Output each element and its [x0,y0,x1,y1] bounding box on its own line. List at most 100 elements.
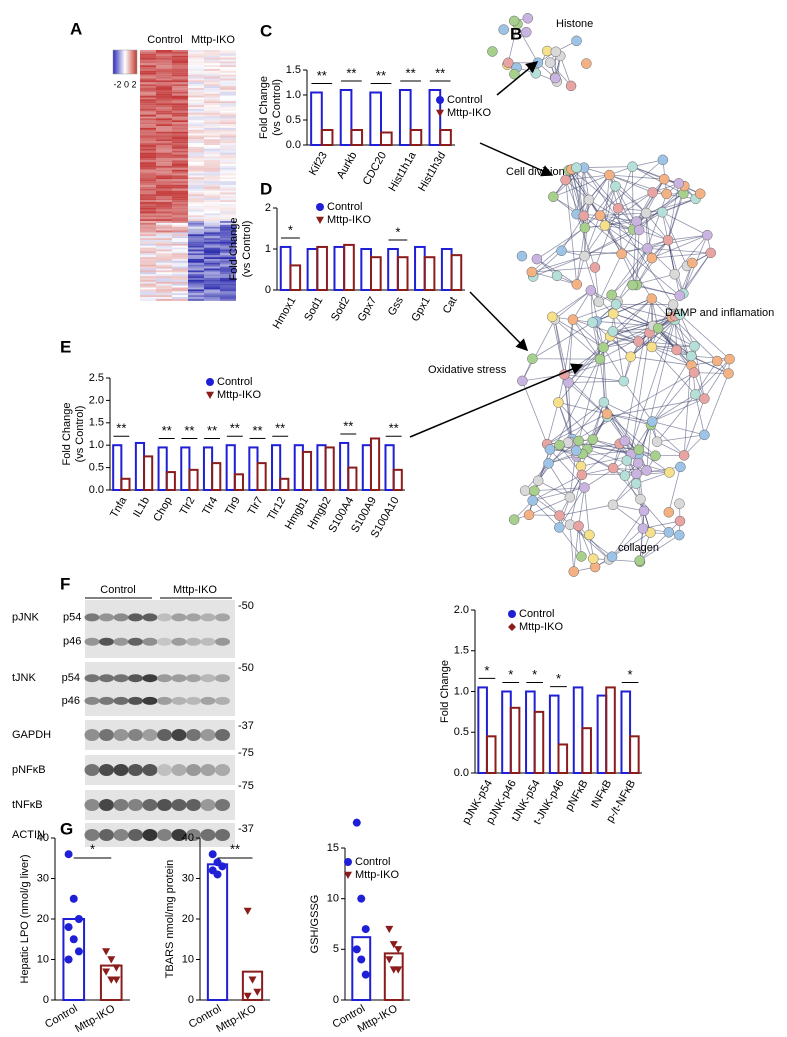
heatmap-cell [204,262,220,265]
heatmap-cell [156,257,172,260]
heatmap-cell [188,167,204,170]
legend-entry: Control [355,856,390,868]
marker [74,915,83,923]
blot-band [113,829,129,841]
heatmap-cell [156,285,172,288]
heatmap-cell [156,122,172,125]
network-edge [611,239,669,296]
heatmap-cell [156,88,172,90]
y-tick-label: 0.5 [286,114,301,126]
network-node [570,445,582,456]
heatmap-cell [188,53,204,56]
heatmap-cell [140,135,156,138]
heatmap-cell [172,297,188,299]
heatmap-cell [220,245,236,248]
blot-band [142,696,158,705]
heatmap-cell [140,251,156,254]
significance: * [484,663,489,678]
heatmap-cell [172,57,188,60]
heatmap-cell [220,51,236,54]
heatmap-cell [140,268,156,271]
heatmap-cell [220,243,236,246]
network-edge [609,174,653,193]
heatmap-cell [156,224,172,227]
heatmap-cell [172,245,188,248]
heatmap-cell [204,78,220,81]
network-node [551,270,563,282]
bar [134,441,146,491]
heatmap-cell [220,209,236,212]
heatmap-cell [220,131,236,134]
network-edge [573,525,579,572]
y-tick-label: 0 [188,994,194,1006]
network-edge [650,355,692,426]
heatmap-cell [188,211,204,214]
bar [525,690,536,774]
heatmap-cell [204,222,220,225]
marker [385,956,394,964]
heatmap-cell [140,50,156,52]
network-node [576,469,588,481]
heatmap-cell [140,274,156,277]
heatmap-cell [172,272,188,275]
heatmap-cell [204,257,220,260]
heatmap-cell [140,243,156,246]
network-edge [683,398,705,456]
significance: ** [389,421,399,436]
bar [188,468,199,491]
marker [74,947,83,956]
heatmap-cell [220,228,236,231]
heatmap-cell [172,222,188,225]
heatmap-cell [204,297,220,299]
network-node [546,311,558,323]
heatmap-cell [156,141,172,144]
heatmap-cell [188,80,204,83]
bar [414,245,426,291]
heatmap-cell [188,55,204,58]
network-edge [578,487,585,527]
network-node [519,485,531,496]
heatmap-cell [140,253,156,256]
heatmap-cell [156,177,172,180]
network-node [589,262,601,273]
blot-band [186,799,201,811]
blot-band [200,613,216,622]
blot-band [99,674,114,683]
heatmap-cell [204,141,220,144]
legend-entry: Control [519,608,554,620]
blot-band [128,613,143,622]
bar [206,863,229,1002]
heatmap-cell [156,82,172,85]
network-node [663,527,675,538]
heatmap-cell [156,253,172,256]
heatmap-cell [220,50,236,52]
heatmap-cell [156,139,172,142]
network-node [554,439,565,451]
heatmap-cell [172,162,188,165]
network-node [601,408,613,420]
network-node [585,285,597,296]
heatmap-cell [220,105,236,108]
heatmap-cell [140,285,156,288]
heatmap-cell [188,181,204,184]
heatmap-cell [156,251,172,254]
heatmap-cell [140,160,156,163]
heatmap-cell [188,247,204,250]
x-tick-label: Tlr7 [246,495,266,517]
heatmap-cell [172,230,188,233]
network-node [599,220,611,231]
heatmap-cell [156,84,172,87]
heatmap-cell [220,116,236,119]
heatmap-cell [156,287,172,290]
heatmap-cell [140,164,156,166]
heatmap-cell [140,213,156,216]
bar [310,91,323,146]
marker [361,970,370,979]
network-node [578,210,590,222]
network-edge [554,290,592,320]
network-node [723,368,734,379]
heatmap-cell [156,162,172,165]
heatmap-cell [204,270,220,273]
heatmap-cell [172,112,188,115]
legend-entry: Mttp-IKO [327,214,371,226]
